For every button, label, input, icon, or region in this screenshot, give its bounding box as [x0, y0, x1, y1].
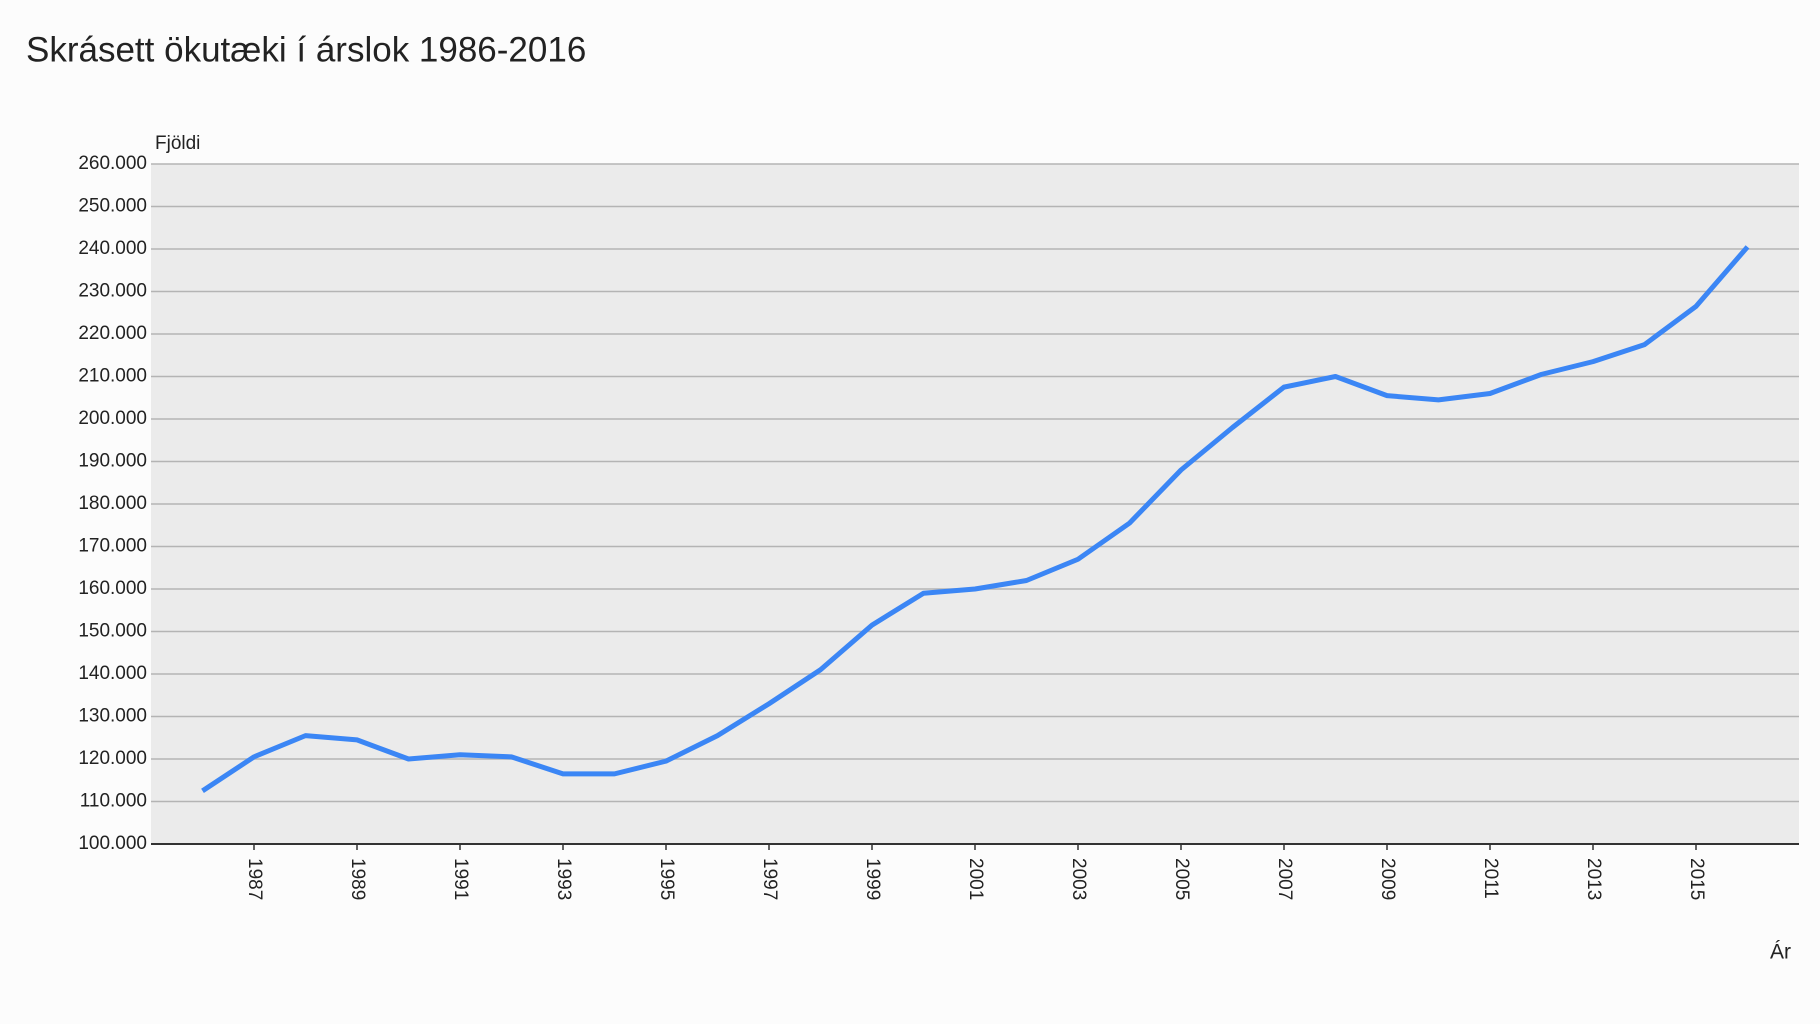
y-tick-label: 140.000: [78, 663, 147, 684]
x-tick-label: 1993: [553, 858, 574, 900]
x-tick-label: 1995: [656, 858, 677, 900]
x-tick-label: 2015: [1686, 858, 1707, 900]
x-tick-label: 2001: [965, 858, 986, 900]
y-tick-label: 170.000: [78, 536, 147, 557]
y-tick-label: 220.000: [78, 323, 147, 344]
x-tick-label: 1997: [759, 858, 780, 900]
y-tick-label: 230.000: [78, 281, 147, 302]
y-tick-label: 210.000: [78, 366, 147, 387]
x-tick-label: 2007: [1274, 858, 1295, 900]
x-tick-label: 2005: [1171, 858, 1192, 900]
y-tick-label: 110.000: [80, 791, 147, 812]
x-tick-label: 2013: [1583, 858, 1604, 900]
y-tick-label: 260.000: [78, 153, 147, 174]
y-tick-label: 200.000: [78, 408, 147, 429]
x-tick-label: 2009: [1377, 858, 1398, 900]
line-series: [201, 245, 1750, 793]
y-tick-label: 130.000: [78, 706, 147, 727]
y-tick-label: 150.000: [78, 621, 147, 642]
x-tick-label: 1999: [862, 858, 883, 900]
x-tick-label: 2011: [1480, 858, 1501, 899]
y-tick-label: 240.000: [78, 238, 147, 259]
x-axis-label: Ár: [1770, 941, 1791, 964]
x-tick-label: 1987: [244, 858, 265, 900]
y-tick-label: 160.000: [78, 578, 147, 599]
y-tick-label: 100.000: [78, 833, 147, 854]
y-tick-label: 120.000: [78, 748, 147, 769]
y-tick-label: 190.000: [78, 451, 147, 472]
y-tick-label: 250.000: [78, 196, 147, 217]
y-tick-label: 180.000: [78, 493, 147, 514]
chart-title: Skrásett ökutæki í árslok 1986-2016: [26, 30, 586, 69]
y-axis-label: Fjöldi: [155, 133, 200, 154]
x-tick-label: 2003: [1068, 858, 1089, 900]
x-tick-label: 1991: [450, 858, 471, 900]
x-tick-label: 1989: [347, 858, 368, 900]
